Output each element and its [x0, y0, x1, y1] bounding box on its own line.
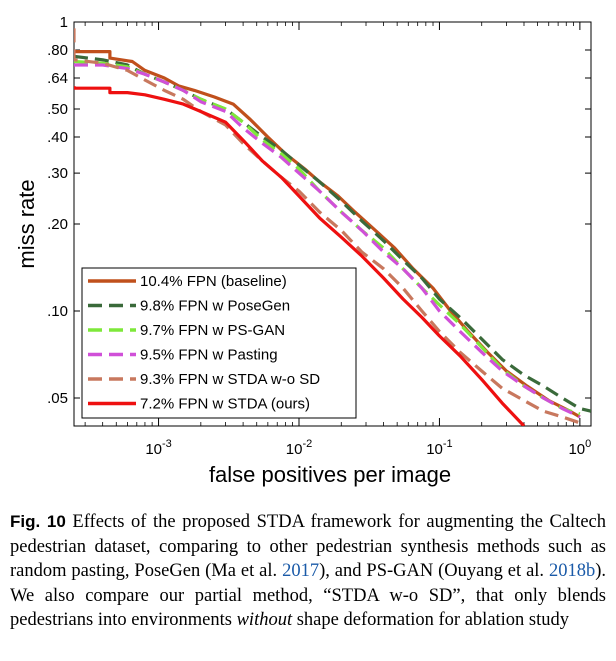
- series-line-1: [74, 50, 581, 419]
- x-tick-exponent: 0: [585, 438, 591, 450]
- y-tick-label: .50: [47, 101, 68, 118]
- legend-label-4: 9.5% FPN w Pasting: [140, 347, 278, 364]
- caption-text-1: Effects of the proposed STDA framework f…: [10, 512, 607, 581]
- y-tick-label: 1: [60, 14, 68, 31]
- legend: 10.4% FPN (baseline) 9.8% FPN w PoseGen 9.…: [81, 267, 357, 419]
- x-tick-base: 10: [426, 441, 443, 458]
- series-line-6: [74, 86, 526, 426]
- y-tick-label: .80: [47, 42, 68, 59]
- series-line-5: [74, 28, 581, 425]
- citation-link-2[interactable]: 2018b: [549, 561, 596, 581]
- x-tick-base: 10: [568, 441, 585, 458]
- x-tick-exponent: -3: [162, 438, 172, 450]
- caption-text-3: ). We also compare our partial method, “…: [10, 561, 607, 630]
- legend-label-2: 9.8% FPN w PoseGen: [140, 298, 290, 315]
- x-tick-base: 10: [286, 441, 303, 458]
- x-tick-exponent: -2: [302, 438, 312, 450]
- legend-label-1: 10.4% FPN (baseline): [140, 273, 287, 290]
- series-line-4: [74, 63, 581, 419]
- figure-caption: Fig. 10 Effects of the proposed STDA fra…: [10, 510, 606, 633]
- x-axis-label: false positives per image: [209, 462, 451, 487]
- x-tick-label: 10-2: [286, 438, 312, 458]
- y-tick-label: .20: [47, 216, 68, 233]
- legend-label-5: 9.3% FPN w STDA w-o SD: [140, 371, 320, 388]
- x-tick-exponent: -1: [443, 438, 453, 450]
- roc-chart: 1.80.64.50.40.30.20.10.05 10-3 10-2 10-1 10…: [14, 14, 592, 487]
- x-tick-base: 10: [145, 441, 162, 458]
- citation-link-1[interactable]: 2017: [282, 561, 320, 581]
- y-tick-label: .64: [47, 70, 68, 87]
- y-tick-label: .40: [47, 129, 68, 146]
- y-tick-label: .30: [47, 165, 68, 182]
- legend-box: [81, 267, 357, 419]
- y-axis-ticks: 1 .80 .64 .50 .40 .30 .20 .10 .05: [47, 14, 591, 407]
- legend-label-3: 9.7% FPN w PS-GAN: [140, 322, 285, 339]
- x-tick-label: 10-1: [426, 438, 452, 458]
- y-tick-label: .10: [47, 303, 68, 320]
- figure-label: Fig. 10: [10, 512, 66, 531]
- x-tick-label: 100: [568, 438, 591, 458]
- caption-text-4: shape deformation for ablation study: [296, 610, 570, 630]
- series-line-2: [74, 54, 591, 413]
- caption-text-2: ), and PS-GAN (Ouyang et al.: [319, 561, 545, 581]
- caption-italic-without: without: [236, 610, 293, 630]
- y-tick-label: .05: [47, 390, 68, 407]
- x-tick-label: 10-3: [145, 438, 171, 458]
- y-axis-label: miss rate: [14, 179, 39, 268]
- series-layer: [74, 28, 591, 426]
- legend-label-6: 7.2% FPN w STDA (ours): [140, 396, 310, 413]
- x-axis-ticks: 10-3 10-2 10-1 100: [84, 22, 591, 458]
